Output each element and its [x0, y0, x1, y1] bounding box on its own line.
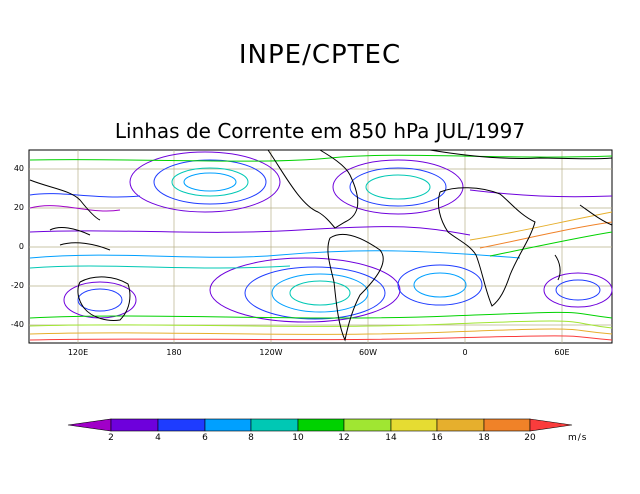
- colorbar-units: m/s: [568, 433, 588, 443]
- streamline-westerly-3: [29, 328, 613, 335]
- streamline-npac-1: [171, 167, 249, 197]
- streamline-asia-1: [29, 205, 121, 212]
- lat-label-0: 0: [18, 242, 24, 251]
- lon-label-0: 0: [462, 348, 468, 357]
- colorbar-swatch-7: [390, 418, 438, 432]
- streamline-natl-2: [349, 167, 447, 207]
- streamline-aus-1: [77, 288, 123, 312]
- eurasia-coast: [429, 149, 613, 160]
- grid-lines: [29, 150, 612, 343]
- colorbar-label-8: 8: [248, 433, 254, 443]
- indonesia-coast: [49, 227, 111, 251]
- colorbar-swatch-5: [297, 418, 345, 432]
- colorbar-swatch-2: [157, 418, 206, 432]
- colorbar-label-4: 4: [155, 433, 161, 443]
- map-title: Linhas de Corrente em 850 hPa JUL/1997: [114, 119, 526, 143]
- streamline-satl-1: [413, 272, 467, 298]
- streamline-somali-3: [489, 231, 613, 257]
- streamline-eq-1: [29, 226, 471, 236]
- colorbar-swatch-4: [250, 418, 299, 432]
- streamline-north-1: [29, 154, 613, 162]
- north-america-coast: [267, 149, 359, 229]
- lon-label-60e: 60E: [554, 348, 570, 357]
- colorbar-label-2: 2: [108, 433, 114, 443]
- streamline-asia-2: [29, 193, 141, 198]
- streamline-westerly-2: [29, 320, 613, 329]
- colorbar-swatch-9: [483, 418, 531, 432]
- colorbar-swatch-8: [436, 418, 485, 432]
- lon-label-60w: 60W: [358, 348, 378, 357]
- asia-coast: [29, 179, 101, 221]
- madagascar-coast: [554, 254, 561, 281]
- colorbar-label-20: 20: [524, 433, 536, 443]
- colorbar-swatch-0: [67, 418, 112, 432]
- streamline-ind-1: [555, 279, 601, 301]
- streamline-satl-2: [397, 264, 483, 306]
- colorbar-swatch-1: [110, 418, 159, 432]
- lon-label-180: 180: [166, 348, 182, 357]
- streamline-africa-1: [469, 189, 613, 198]
- streamline-npac-3: [153, 159, 267, 205]
- lat-label-40s: -40: [10, 320, 24, 329]
- colorbar-swatch-6: [343, 418, 392, 432]
- australia-coast: [77, 276, 131, 321]
- streamline-natl-1: [365, 174, 431, 200]
- colorbar-label-16: 16: [431, 433, 443, 443]
- streamline-spac-1: [289, 280, 351, 306]
- africa-coast: [437, 187, 536, 307]
- colorbar-label-12: 12: [338, 433, 350, 443]
- streamline-westerly-1: [29, 311, 613, 319]
- streamline-spac-4: [209, 257, 401, 323]
- lon-label-120w: 120W: [259, 348, 283, 357]
- streamline-spac-2: [271, 273, 369, 313]
- streamline-westerly-4: [29, 335, 613, 341]
- colorbar-label-6: 6: [202, 433, 208, 443]
- org-title: INPE/CPTEC: [238, 40, 402, 70]
- streamline-npac-2: [183, 172, 237, 192]
- streamlines: [29, 151, 613, 341]
- lat-label-20s: -20: [10, 281, 24, 290]
- streamline-natl-3: [332, 159, 464, 215]
- colorbar-swatch-3: [204, 418, 252, 432]
- india-coast: [579, 204, 613, 226]
- coastlines: [29, 149, 613, 342]
- lat-label-40n: 40: [13, 164, 24, 173]
- colorbar-label-10: 10: [292, 433, 304, 443]
- streamline-spac-3: [244, 266, 386, 320]
- lon-label-120e: 120E: [67, 348, 89, 357]
- streamline-trade-2: [29, 265, 291, 269]
- streamline-npac-4: [129, 151, 281, 213]
- streamline-trade-1: [29, 250, 521, 259]
- streamline-ind-2: [543, 272, 613, 308]
- colorbar-label-18: 18: [478, 433, 490, 443]
- south-america-coast: [327, 234, 384, 342]
- lat-label-20n: 20: [13, 203, 24, 212]
- streamline-somali-2: [479, 221, 613, 249]
- colorbar-swatch-10: [529, 418, 573, 432]
- colorbar-label-14: 14: [385, 433, 397, 443]
- colorbar: [67, 418, 573, 432]
